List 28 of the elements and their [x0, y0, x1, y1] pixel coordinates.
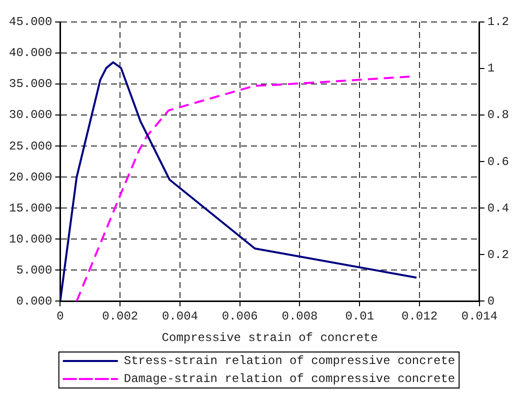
- y2-tick-label: 0.8: [487, 108, 510, 122]
- y-tick-label: 45.000: [8, 15, 52, 30]
- y2-tick-label: 1: [487, 62, 495, 76]
- x-tick-label: 0.01: [345, 310, 374, 324]
- y-tick-label: 0.000: [16, 294, 52, 308]
- y-tick-label: 25.000: [8, 139, 52, 154]
- y-tick-label: 40.000: [8, 46, 52, 60]
- y-tick-label: 15.000: [8, 201, 52, 216]
- x-axis-title: Compressive strain of concrete: [162, 330, 378, 345]
- y-tick-label: 20.000: [8, 170, 52, 184]
- x-tick-label: 0.014: [461, 310, 498, 324]
- legend-label: Stress-strain relation of compressive concrete: [124, 354, 456, 368]
- y-tick-label: 5.000: [16, 263, 52, 278]
- x-tick-label: 0.008: [282, 310, 318, 324]
- x-tick-label: 0.012: [402, 310, 438, 324]
- x-tick-label: 0.002: [102, 310, 138, 324]
- y2-tick-label: 0.2: [487, 248, 510, 262]
- y-tick-label: 30.000: [8, 108, 52, 122]
- x-tick-label: 0: [56, 310, 64, 324]
- y2-tick-label: 1.2: [487, 15, 510, 30]
- y2-tick-label: 0.4: [487, 201, 510, 216]
- legend-label: Damage-strain relation of compressive concrete: [124, 372, 456, 386]
- x-tick-label: 0.006: [222, 310, 258, 324]
- y2-tick-label: 0.6: [487, 154, 510, 169]
- y-tick-label: 35.000: [8, 77, 52, 92]
- x-tick-label: 0.004: [162, 310, 198, 324]
- y2-tick-label: 0: [487, 294, 495, 308]
- y-tick-label: 10.000: [8, 232, 52, 246]
